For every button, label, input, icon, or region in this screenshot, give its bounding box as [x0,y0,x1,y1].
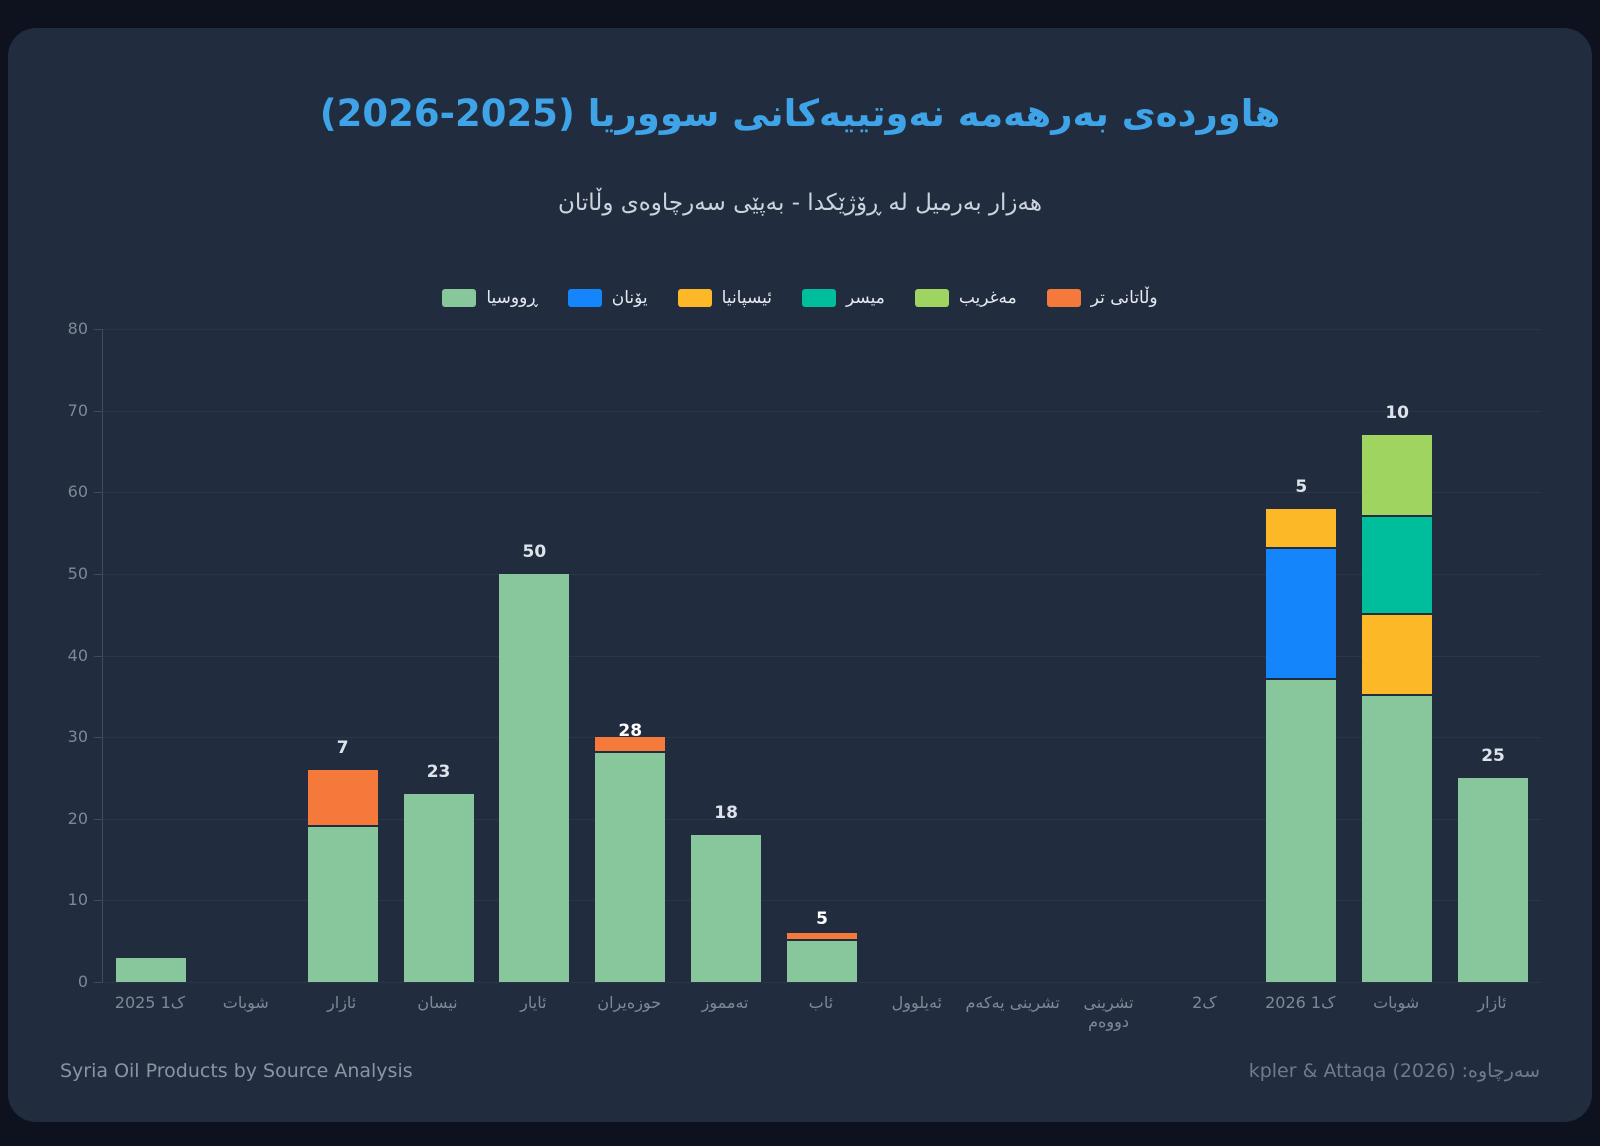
bar-segment[interactable] [595,737,666,754]
bar-value-label: 5 [816,909,828,930]
legend-item[interactable]: مەغریب [914,288,1017,308]
card: هاوردەی بەرهەمە نەوتییەکانی سووریا (2025… [8,28,1592,1122]
footer-left: Syria Oil Products by Source Analysis [60,1060,413,1082]
y-tick-label: 30 [67,727,88,747]
bar-segment[interactable] [787,933,857,942]
legend-swatch [1046,289,1081,307]
bar-value-label: 50 [522,541,547,562]
x-tick-label: شوبات [1373,993,1420,1012]
bar-segment[interactable] [499,573,570,982]
gridline [103,329,1541,330]
bar-segment[interactable] [403,794,474,982]
gridline [103,492,1541,494]
legend-swatch [442,289,477,307]
legend-item[interactable]: ڕووسیا [442,288,538,308]
y-tick-label: 20 [67,808,88,828]
x-tick-label: تەمموز [701,993,749,1012]
x-tick-label: ک2 [1192,993,1217,1012]
gridline [103,818,1541,820]
bar-value-label: 7 [336,737,349,758]
bar-segment[interactable] [1266,680,1337,982]
y-tick-label: 70 [67,400,88,420]
chart-subtitle: هەزار بەرمیل لە ڕۆژێکدا - بەپێی سەرچاوەی… [558,190,1042,216]
bar-value-label: 25 [1481,745,1505,766]
bar-segment[interactable] [1362,614,1433,697]
legend-item[interactable]: میسر [802,288,885,308]
legend-swatch [677,289,712,307]
y-tick-label: 80 [67,319,88,338]
bar-segment[interactable] [307,826,378,982]
x-tick-label: تشرینی دووەم [1083,993,1134,1031]
legend-item[interactable]: وڵاتانی تر [1046,288,1158,308]
x-axis: ک1 2025 شوبات ئازار نیسان ئایار حوزەیران تەممو… [102,993,1540,1031]
gridline [103,900,1541,902]
bar-segment[interactable] [115,957,186,982]
x-tick-label: ئاب [808,993,834,1012]
x-tick-label: شوبات [222,993,269,1012]
bar-segment[interactable] [1362,516,1433,615]
bar-segment[interactable] [1362,435,1433,517]
legend-label: مەغریب [958,288,1017,308]
legend-item[interactable]: ئیسپانیا [677,288,773,308]
footer-right: سەرچاوە: (2026) kpler & Attaqa [1248,1060,1540,1082]
bar-value-label: 5 [1295,476,1308,497]
x-tick-label: ک1 2025 [114,993,186,1012]
bar-segment[interactable] [1458,777,1529,982]
plot-area: 197235028185371653510121025 [102,329,1541,983]
y-axis: 0 10 20 30 40 50 60 70 80 [28,319,88,991]
legend-swatch [914,289,949,307]
y-tick-label: 40 [67,645,88,665]
bar-segment[interactable] [307,769,378,827]
bar-segment[interactable] [595,753,666,982]
legend: ڕووسیا یۆنان ئیسپانیا میسر مەغریب وڵاتانی تر [8,288,1592,308]
y-tick [94,737,102,739]
legend-label: میسر [846,288,885,308]
y-tick [94,900,102,902]
legend-label: ئیسپانیا [721,288,773,308]
y-tick [94,818,102,820]
bar-value-label: 23 [426,762,451,783]
bar-segment[interactable] [691,835,762,982]
y-tick-label: 50 [67,563,88,583]
bar-value-label: 10 [1385,403,1410,424]
legend-label: یۆنان [611,288,648,308]
y-tick [94,492,102,494]
legend-swatch [802,289,837,307]
x-tick-label: ئایار [520,993,547,1012]
x-tick-label: ئەیلوول [891,993,942,1012]
bar-segment[interactable] [1266,549,1337,680]
gridline [103,655,1541,657]
gridline [103,573,1541,575]
gridline [103,410,1541,412]
y-tick [94,329,102,330]
y-tick-label: 10 [67,890,88,910]
y-tick-label: 60 [67,482,88,502]
chart-title: هاوردەی بەرهەمە نەوتییەکانی سووریا (2025… [319,92,1281,135]
x-tick-label: نیسان [417,993,458,1012]
y-tick [94,573,102,575]
y-tick [94,982,102,983]
x-tick-label: ئازار [327,993,357,1012]
bar-value-label: 28 [618,721,643,742]
legend-swatch [567,289,602,307]
y-tick [94,410,102,412]
legend-item[interactable]: یۆنان [567,288,648,308]
bar-segment[interactable] [1362,696,1433,982]
x-tick-label: ئازار [1477,993,1507,1012]
y-tick-label: 0 [77,972,88,991]
bar-segment[interactable] [1266,508,1337,550]
bar-segment[interactable] [787,941,857,982]
x-tick-label: تشرینی یەکەم [965,993,1060,1012]
y-tick [94,655,102,657]
bar-value-label: 18 [714,803,738,824]
x-tick-label: حوزەیران [597,993,662,1012]
x-tick-label: ک1 2026 [1265,993,1336,1012]
gridline [103,737,1541,739]
legend-label: وڵاتانی تر [1090,288,1158,308]
legend-label: ڕووسیا [486,288,538,308]
